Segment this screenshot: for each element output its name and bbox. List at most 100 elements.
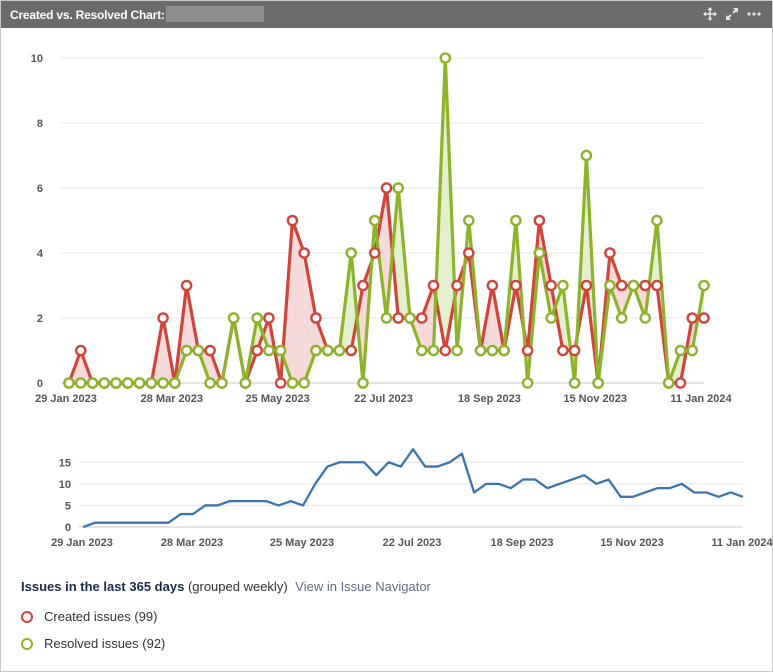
resolved-point [698,279,710,292]
y-tick-label: 4 [37,248,44,260]
legend-resolved-label: Resolved issues (92) [44,636,166,651]
y-tick-label: 8 [37,118,43,130]
resolved-point [545,312,557,324]
resolved-point [510,214,522,227]
resolved-point [474,344,487,357]
move-arrows-icon[interactable] [702,5,718,23]
more-menu-icon[interactable] [746,5,762,23]
resolved-point [368,214,381,227]
created-point [204,344,216,357]
resolved-point [298,377,310,389]
created-point [180,279,193,292]
created-point [310,312,322,324]
x-tick-label: 22 Jul 2023 [354,393,413,405]
resolved-point [310,344,322,357]
resolved-point [639,312,652,324]
resolved-point [345,247,358,259]
created-point [345,344,358,357]
created-point [486,279,499,292]
resolved-point [98,377,111,389]
resolved-point [486,344,499,357]
resolved-point [521,377,534,389]
created-point [545,279,557,292]
created-point [674,377,687,389]
resolved-point [157,377,169,389]
created-point [392,312,405,324]
x-tick-label: 18 Sep 2023 [458,393,521,405]
created-point [251,344,263,357]
resolved-point [604,279,616,292]
created-point [263,312,275,324]
legend-heading: Issues in the last 365 days (grouped wee… [21,579,431,594]
created-marker-icon [21,610,33,623]
resolved-point [63,377,75,389]
created-point [415,312,428,324]
created-point [604,247,616,259]
resolved-point [439,52,452,64]
y-tick-label: 0 [37,378,43,390]
resolved-point [674,344,687,357]
overview-y-tick-label: 0 [65,522,71,534]
resolved-point [192,344,205,357]
legend-item-created[interactable]: Created issues (99) [21,603,431,630]
gadget-title: Created vs. Resolved Chart: [10,8,165,22]
resolved-point [86,377,99,389]
created-point [639,279,652,292]
y-tick-label: 6 [37,183,43,195]
resolved-point [216,377,228,389]
overview-x-tick-label: 28 Mar 2023 [161,537,223,549]
resolved-point [592,377,604,389]
resolved-point [239,377,252,389]
created-point [557,344,569,357]
resolved-point [651,214,663,227]
created-point [533,214,546,227]
resolved-point [451,344,463,357]
resolved-point [380,312,393,324]
resolved-point [286,377,299,389]
overview-y-tick-label: 5 [65,500,71,512]
created-vs-resolved-chart: 0 2 4 6 8 10 29 Jan 2023 28 Mar 2023 25 May 2023… [31,52,732,405]
resolved-point [357,377,369,389]
gadget-titlebar: Created vs. Resolved Chart: [1,1,772,28]
expand-icon[interactable] [724,5,740,23]
y-tick-label: 2 [37,313,43,325]
created-excess-area [292,220,305,383]
resolved-point [557,279,569,292]
cumulative-overview-chart: 0 5 10 15 29 Jan 2023 28 Mar 2023 25 May 2023 2… [51,448,773,549]
x-tick-label: 29 Jan 2023 [35,393,97,405]
resolved-point [251,312,263,324]
created-point [74,344,87,357]
legend-created-label: Created issues (99) [44,609,158,624]
resolved-point [568,377,581,389]
overview-x-tick-label: 29 Jan 2023 [51,537,113,549]
created-point [580,279,593,292]
x-tick-label: 15 Nov 2023 [563,393,627,405]
issue-navigator-link[interactable]: View in Issue Navigator [295,579,431,594]
x-tick-label: 28 Mar 2023 [141,393,203,405]
created-point [298,247,310,259]
overview-y-tick-label: 15 [59,457,71,469]
resolved-point [627,279,640,292]
resolved-point [404,312,416,324]
legend-item-resolved[interactable]: Resolved issues (92) [21,630,431,657]
created-point [510,279,522,292]
resolved-point [392,182,405,194]
overview-x-tick-label: 18 Sep 2023 [491,537,554,549]
created-point [286,214,299,227]
x-tick-label: 11 Jan 2024 [670,393,732,405]
resolved-point [662,377,675,389]
chart-legend: Issues in the last 365 days (grouped wee… [21,579,431,657]
resolved-point [686,344,699,357]
y-tick-label: 10 [31,53,43,65]
created-point [439,344,452,357]
created-point [463,247,475,259]
created-point [427,279,440,292]
resolved-point [133,377,146,389]
resolved-point [463,214,475,227]
created-point [451,279,463,292]
resolved-marker-icon [21,637,33,650]
resolved-point [204,377,216,389]
legend-heading-note: (grouped weekly) [187,579,288,594]
overview-x-tick-label: 15 Nov 2023 [600,537,664,549]
